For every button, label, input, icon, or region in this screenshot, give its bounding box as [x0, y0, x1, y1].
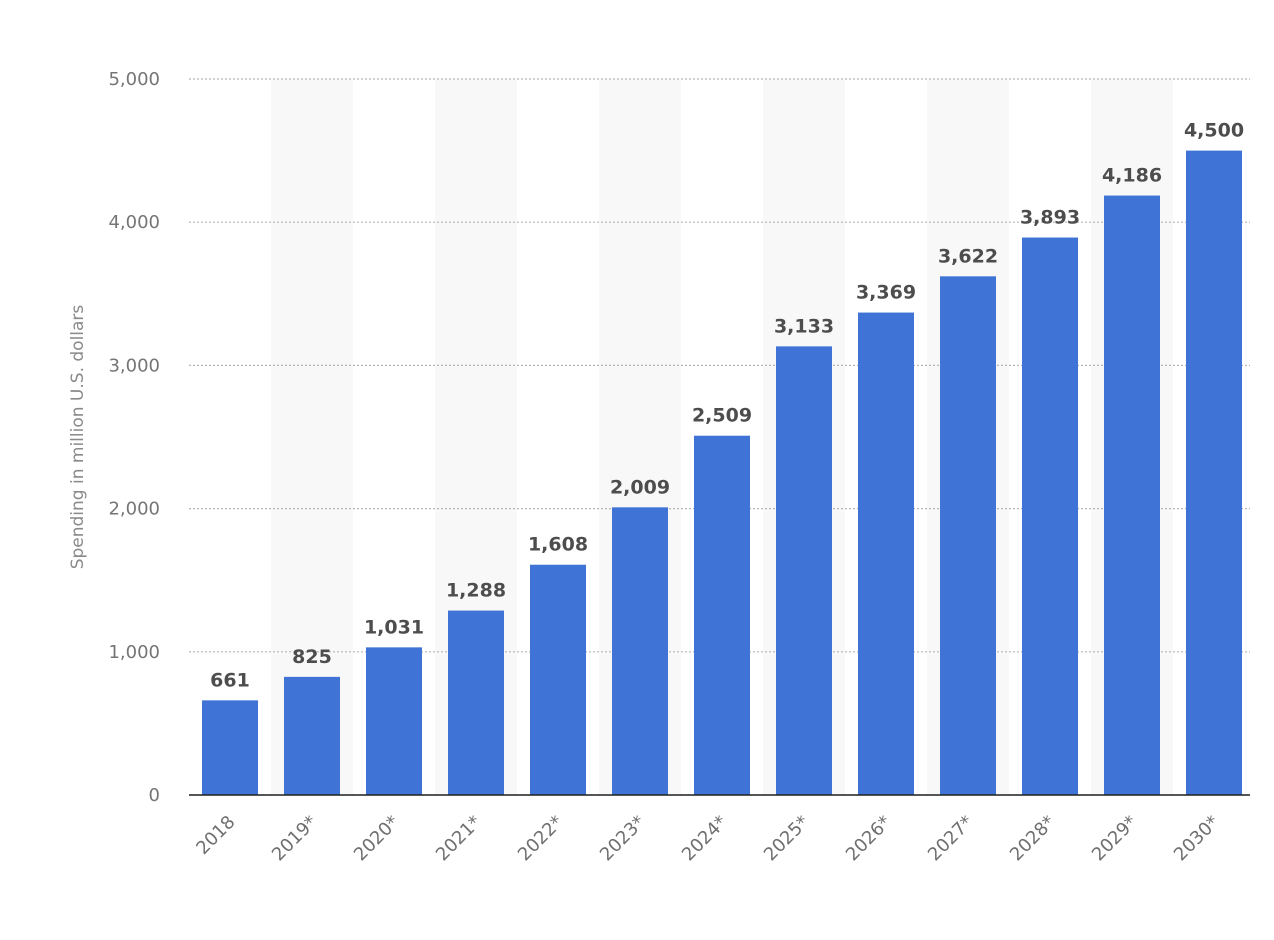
bar-2028 [1022, 237, 1078, 795]
data-label-3: 1,288 [446, 580, 506, 602]
data-label-7: 3,133 [774, 315, 834, 337]
bar-2021 [448, 610, 504, 795]
x-tick-label-4: 2022* [514, 812, 568, 866]
y-tick-label-5: 5,000 [108, 69, 160, 90]
data-label-6: 2,509 [692, 405, 752, 427]
bar-2020 [366, 647, 422, 795]
bar-2027 [940, 276, 996, 795]
bar-2022 [530, 564, 586, 795]
x-tick-label-1: 2019* [268, 812, 322, 866]
bar-2023 [612, 507, 668, 795]
y-tick-label-1: 1,000 [108, 642, 160, 663]
y-axis-ticks: 0 1,000 2,000 3,000 4,000 5,000 [108, 69, 160, 806]
data-label-10: 3,893 [1020, 207, 1080, 229]
x-tick-label-6: 2024* [678, 812, 732, 866]
data-label-8: 3,369 [856, 282, 916, 304]
data-label-5: 2,009 [610, 476, 670, 498]
x-tick-label-3: 2021* [432, 812, 486, 866]
x-tick-label-5: 2023* [596, 812, 650, 866]
bar-2026 [858, 312, 914, 795]
bars [202, 150, 1242, 796]
x-tick-label-7: 2025* [760, 812, 814, 866]
y-tick-label-2: 2,000 [108, 499, 160, 520]
data-label-4: 1,608 [528, 534, 588, 556]
x-tick-label-8: 2026* [842, 812, 896, 866]
band-1 [271, 79, 353, 795]
x-tick-label-0: 2018 [192, 812, 239, 859]
data-label-2: 1,031 [364, 616, 424, 638]
data-labels: 661 825 1,031 1,288 1,608 2,009 2,509 3,133 3,36… [210, 120, 1244, 692]
bar-2024 [694, 435, 750, 795]
data-label-12: 4,500 [1184, 120, 1244, 142]
y-tick-label-3: 3,000 [108, 355, 160, 376]
y-axis-label: Spending in million U.S. dollars [68, 305, 88, 570]
data-label-11: 4,186 [1102, 165, 1162, 187]
x-tick-label-12: 2030* [1170, 812, 1224, 866]
y-tick-label-4: 4,000 [108, 212, 160, 233]
data-label-9: 3,622 [938, 245, 998, 267]
x-tick-label-10: 2028* [1006, 812, 1060, 866]
x-tick-label-9: 2027* [924, 812, 978, 866]
y-tick-label-0: 0 [149, 785, 160, 806]
bar-2030 [1186, 150, 1242, 796]
data-label-0: 661 [210, 669, 250, 691]
x-axis-ticks: 2018 2019* 2020* 2021* 2022* 2023* 2024* 2025* 2… [192, 812, 1223, 866]
bar-2029 [1104, 195, 1160, 795]
x-tick-label-11: 2029* [1088, 812, 1142, 866]
bar-2025 [776, 346, 832, 795]
bar-2019 [284, 676, 340, 795]
bar-2018 [202, 700, 258, 795]
x-tick-label-2: 2020* [350, 812, 404, 866]
data-label-1: 825 [292, 646, 332, 668]
